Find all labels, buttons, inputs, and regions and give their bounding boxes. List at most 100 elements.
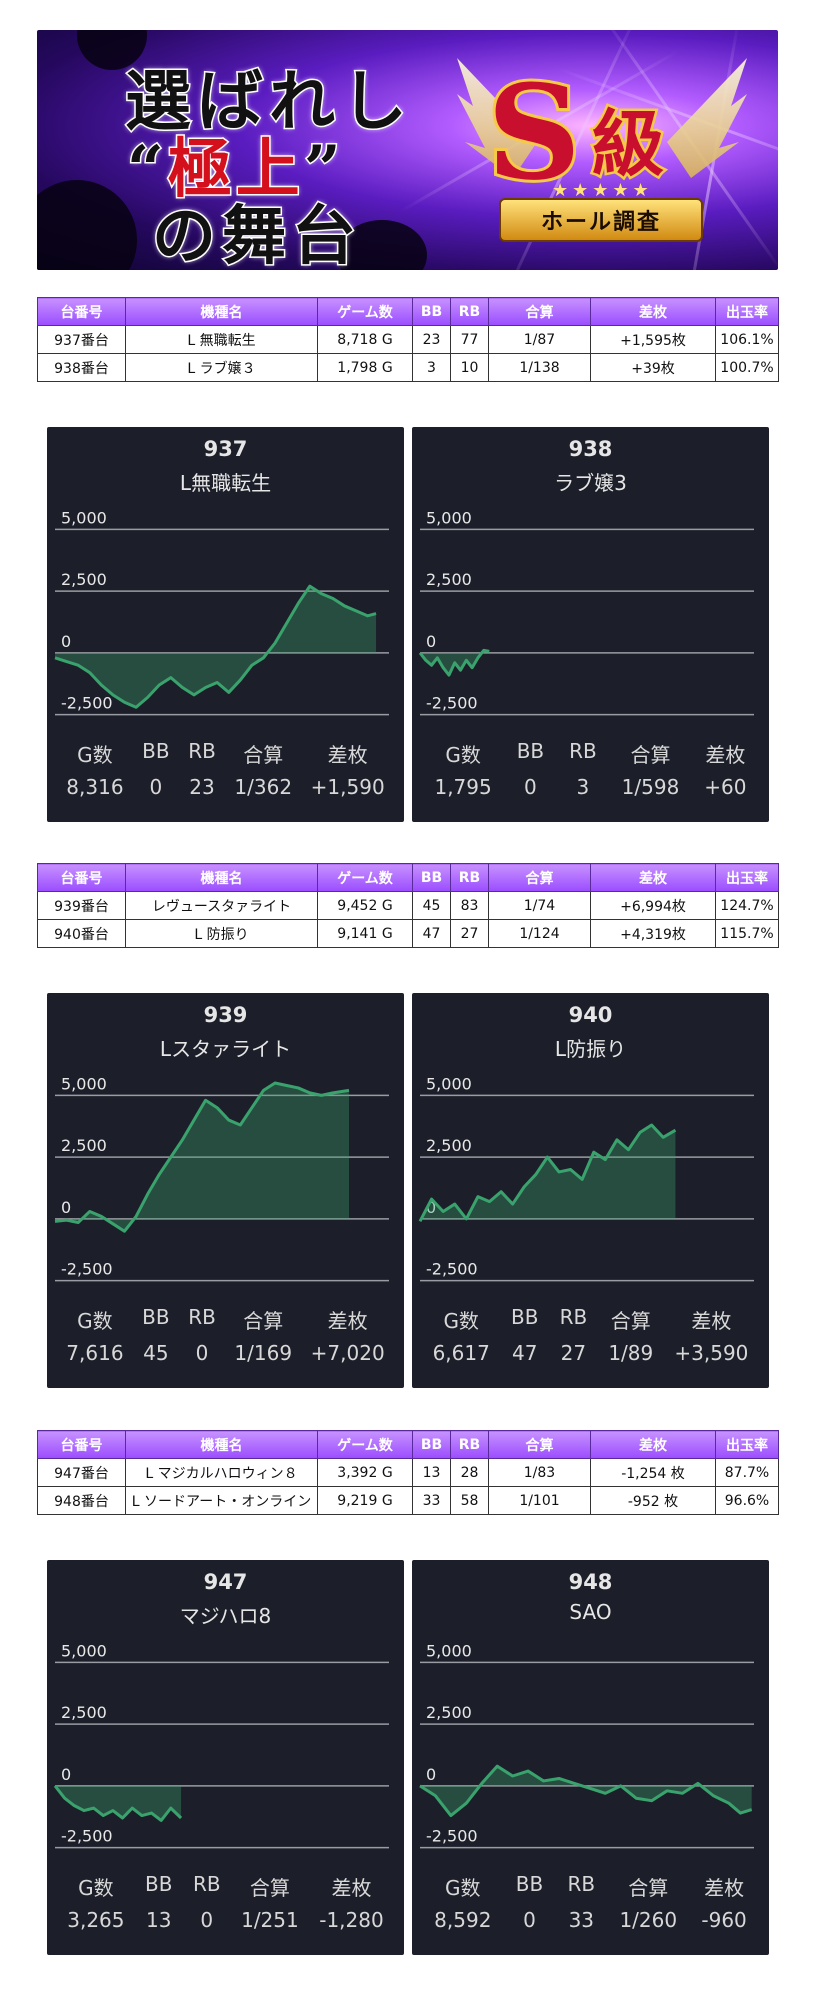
- cell-games: 9,219 G: [317, 1486, 413, 1515]
- y-tick-label: 2,500: [61, 570, 107, 589]
- stat-column: BB 0: [516, 1872, 543, 1942]
- stat-value: 45: [143, 1341, 169, 1365]
- table-header-cell: 台番号: [37, 1430, 126, 1459]
- y-tick-label: 2,500: [426, 1136, 472, 1155]
- table-header-cell: BB: [412, 1430, 451, 1459]
- series-area: [55, 1083, 350, 1232]
- stat-column: RB 33: [568, 1872, 596, 1942]
- slump-graph: 5,000 2,500 0 -2,500: [419, 1641, 754, 1849]
- stat-label: 合算: [243, 743, 284, 767]
- stat-value: 47: [511, 1341, 538, 1365]
- stat-value: +60: [704, 775, 747, 799]
- cell-rate: 96.6%: [715, 1486, 779, 1515]
- stat-label: BB: [516, 739, 545, 763]
- table-header-cell: RB: [450, 297, 489, 326]
- y-tick-label: 0: [61, 1765, 71, 1784]
- stat-label: 合算: [610, 1309, 651, 1333]
- cell-bb: 45: [412, 891, 451, 920]
- chart-title: マジハロ8: [179, 1604, 272, 1628]
- stat-column: 合算 1/169: [234, 1305, 292, 1375]
- table-header-cell: ゲーム数: [317, 863, 413, 892]
- stat-value: 0: [195, 1341, 209, 1365]
- cell-rb: 83: [450, 891, 489, 920]
- cell-games: 9,452 G: [317, 891, 413, 920]
- y-tick-label: 5,000: [426, 1074, 472, 1093]
- cell-gousan: 1/83: [488, 1458, 591, 1487]
- chart-title: Lスタァライト: [159, 1037, 292, 1061]
- y-tick-label: 2,500: [61, 1703, 107, 1722]
- stat-label: RB: [567, 1872, 596, 1896]
- y-tick-label: 2,500: [61, 1136, 107, 1155]
- stat-column: G数 1,795: [434, 739, 491, 809]
- stat-column: 合算 1/89: [608, 1305, 653, 1375]
- slump-graph: 5,000 2,500 0 -2,500: [53, 1641, 389, 1849]
- series-line: [54, 584, 377, 709]
- star-icons: ★★★★★: [552, 180, 653, 201]
- cell-samai: +1,595枚: [590, 325, 716, 354]
- table-header-cell: 機種名: [125, 297, 318, 326]
- table-header-cell: RB: [450, 863, 489, 892]
- stat-label: G数: [78, 1876, 114, 1900]
- stat-label: G数: [443, 1309, 479, 1333]
- stat-label: G数: [77, 1309, 113, 1333]
- series-line: [419, 1764, 753, 1818]
- stat-column: G数 7,616: [66, 1305, 123, 1375]
- table-row: 937番台 L 無職転生 8,718 G 23 77 1/87 +1,595枚 106.1%: [37, 325, 779, 354]
- chart-panel-947: 947 マジハロ8 5,000 2,500 0 -2,500 G数 3,265 BB 13 RB 0 合…: [47, 1560, 404, 1955]
- stat-value: 23: [189, 775, 215, 799]
- chart-number: 940: [568, 1003, 613, 1027]
- y-tick-label: 5,000: [426, 1641, 472, 1660]
- table-header-cell: 差枚: [590, 297, 716, 326]
- table-row: 939番台 レヴュースタァライト 9,452 G 45 83 1/74 +6,994枚 124…: [37, 891, 779, 920]
- stats-summary: G数 8,316 BB 0 RB 23 合算 1/362 差枚 +1,590: [57, 739, 394, 809]
- badge-rank-kanji: 級: [589, 101, 666, 186]
- stat-value: -1,280: [319, 1908, 384, 1932]
- s-rank-badge: S 級 ★★★★★ ホール調査: [457, 48, 747, 258]
- stats-summary: G数 8,592 BB 0 RB 33 合算 1/260 差枚 -960: [422, 1872, 759, 1942]
- stat-column: BB 0: [142, 739, 169, 809]
- stats-summary: G数 6,617 BB 47 RB 27 合算 1/89 差枚 +3,590: [422, 1305, 759, 1375]
- chart-panel-948: 948 SAO 5,000 2,500 0 -2,500 G数 8,592 BB 0 RB 33 合算 1…: [412, 1560, 769, 1955]
- cell-games: 3,392 G: [317, 1458, 413, 1487]
- stat-column: BB 45: [142, 1305, 169, 1375]
- stat-column: G数 3,265: [67, 1872, 124, 1942]
- cell-rate: 106.1%: [715, 325, 779, 354]
- stat-value: 7,616: [66, 1341, 124, 1365]
- series-line: [54, 1081, 350, 1233]
- stat-value: 13: [146, 1908, 172, 1932]
- machine-table-2: 台番号 機種名 ゲーム数 BB RB 合算 差枚 出玉率 939番台 レヴュースタァライト 9,45…: [37, 863, 779, 948]
- cell-bb: 3: [412, 353, 451, 382]
- table-header-cell: 機種名: [125, 863, 318, 892]
- stats-summary: G数 7,616 BB 45 RB 0 合算 1/169 差枚 +7,020: [57, 1305, 394, 1375]
- stat-value: 33: [568, 1908, 595, 1932]
- stat-value: 0: [200, 1908, 214, 1932]
- stat-label: BB: [515, 1872, 544, 1896]
- stat-label: 差枚: [705, 743, 746, 767]
- cell-samai: -1,254 枚: [590, 1458, 716, 1487]
- stat-column: 合算 1/362: [234, 739, 292, 809]
- cell-bb: 33: [412, 1486, 451, 1515]
- stat-value: 1/362: [234, 775, 293, 799]
- stat-label: 差枚: [331, 1876, 372, 1900]
- banner-title-line3: の舞台: [151, 198, 362, 271]
- y-tick-label: 2,500: [426, 1703, 472, 1722]
- stat-label: BB: [145, 1872, 173, 1896]
- cell-no: 937番台: [37, 325, 126, 354]
- y-tick-label: -2,500: [61, 694, 113, 713]
- cell-rate: 100.7%: [715, 353, 779, 382]
- y-tick-label: 2,500: [426, 570, 472, 589]
- y-tick-label: -2,500: [61, 1827, 113, 1846]
- stat-label: G数: [445, 743, 481, 767]
- cell-gousan: 1/101: [488, 1486, 591, 1515]
- table-header-cell: BB: [412, 297, 451, 326]
- stat-column: BB 47: [511, 1305, 538, 1375]
- cell-games: 1,798 G: [317, 353, 413, 382]
- y-tick-label: 0: [61, 1198, 71, 1217]
- table-header-cell: 差枚: [590, 863, 716, 892]
- cell-no: 940番台: [37, 919, 126, 948]
- cell-name: レヴュースタァライト: [125, 891, 318, 920]
- table-header-cell: ゲーム数: [317, 1430, 413, 1459]
- table-header-cell: 機種名: [125, 1430, 318, 1459]
- y-tick-label: -2,500: [426, 694, 478, 713]
- stat-column: 差枚 +7,020: [311, 1305, 385, 1375]
